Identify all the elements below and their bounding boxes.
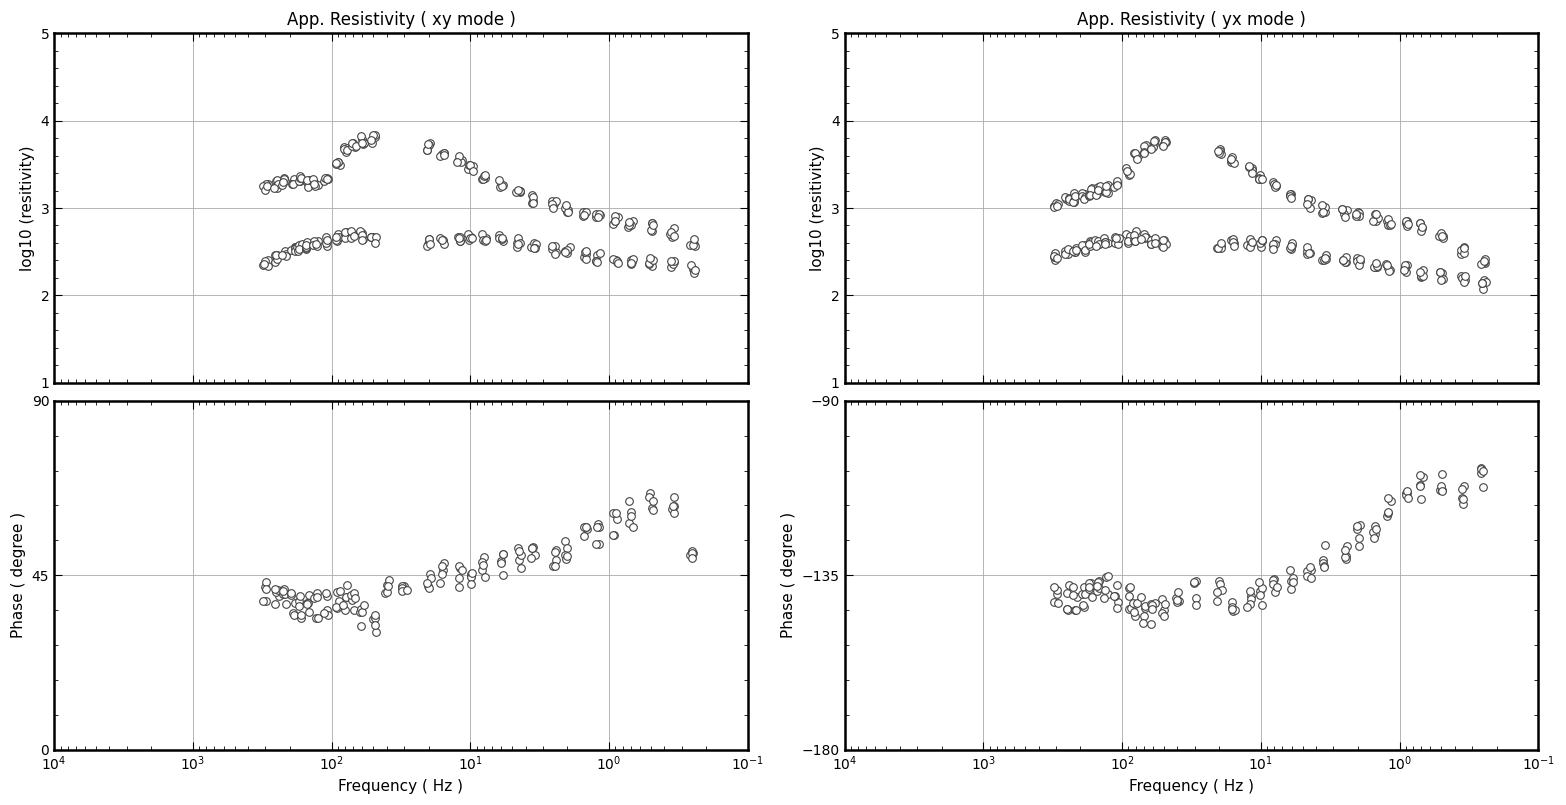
- X-axis label: Frequency ( Hz ): Frequency ( Hz ): [338, 779, 464, 794]
- Y-axis label: Phase ( degree ): Phase ( degree ): [781, 512, 796, 638]
- Title: App. Resistivity ( xy mode ): App. Resistivity ( xy mode ): [287, 11, 515, 29]
- Y-axis label: Phase ( degree ): Phase ( degree ): [11, 512, 27, 638]
- Y-axis label: log10 (resitivity): log10 (resitivity): [20, 145, 34, 270]
- Y-axis label: log10 (resitivity): log10 (resitivity): [810, 145, 825, 270]
- X-axis label: Frequency ( Hz ): Frequency ( Hz ): [1129, 779, 1254, 794]
- Title: App. Resistivity ( yx mode ): App. Resistivity ( yx mode ): [1077, 11, 1306, 29]
